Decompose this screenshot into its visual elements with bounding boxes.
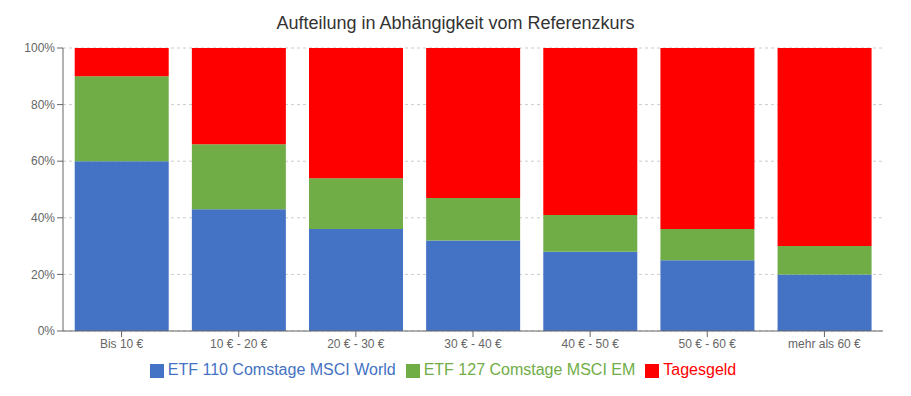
- svg-text:Bis 10 €: Bis 10 €: [100, 337, 144, 351]
- svg-text:40%: 40%: [31, 211, 55, 225]
- html-text:Aufteilung in Abhängigkeit vom: Aufteilung in Abhängigkeit vom Referenzk…: [276, 13, 635, 33]
- svg-text:10 € - 20 €: 10 € - 20 €: [210, 337, 268, 351]
- svg-text:20 € - 30 €: 20 € - 30 €: [327, 337, 385, 351]
- svg-text:0%: 0%: [38, 324, 56, 338]
- svg-text:40 € - 50 €: 40 € - 50 €: [561, 337, 619, 351]
- svg-text:30 € - 40 €: 30 € - 40 €: [444, 337, 502, 351]
- svg-text:100%: 100%: [24, 41, 55, 55]
- html-text:ETF 127 Comstage MSCI EM: ETF 127 Comstage MSCI EM: [423, 361, 636, 378]
- html-text:ETF 110 Comstage MSCI World: ETF 110 Comstage MSCI World: [167, 361, 396, 378]
- svg-text:20%: 20%: [31, 268, 55, 282]
- svg-text:80%: 80%: [31, 98, 55, 112]
- html-text:Tagesgeld: Tagesgeld: [663, 361, 737, 378]
- svg-text:mehr als 60 €: mehr als 60 €: [788, 337, 861, 351]
- svg-text:60%: 60%: [31, 154, 55, 168]
- svg-text:50 € - 60 €: 50 € - 60 €: [679, 337, 737, 351]
